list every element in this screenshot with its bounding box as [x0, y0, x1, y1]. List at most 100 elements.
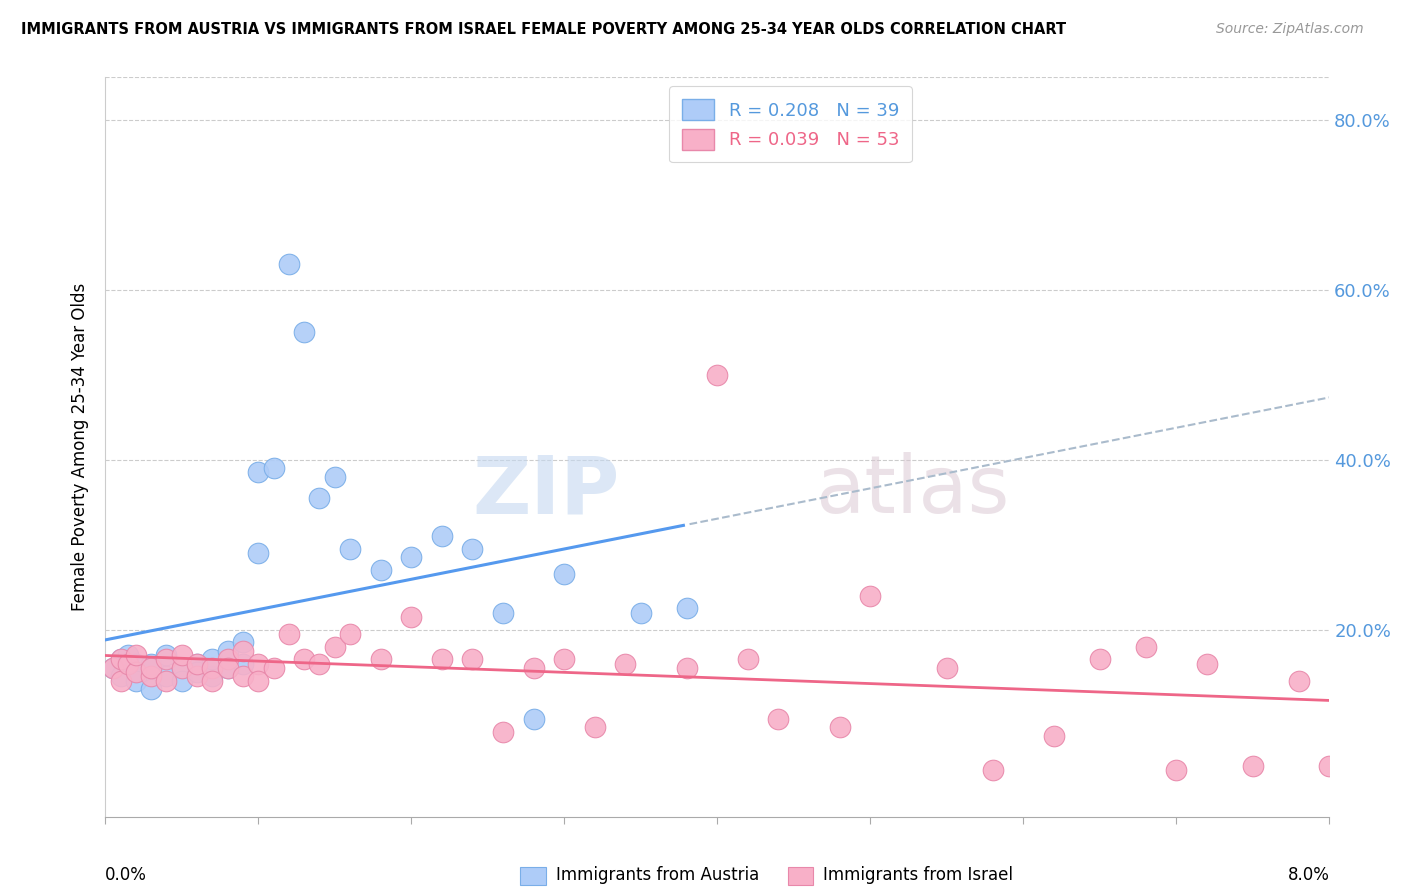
Point [277, 627, 299, 641]
Point [155, 669, 177, 683]
Point [247, 466, 270, 480]
Point [292, 326, 315, 340]
Y-axis label: Female Poverty Among 25-34 Year Olds: Female Poverty Among 25-34 Year Olds [72, 283, 89, 611]
Point [339, 541, 361, 556]
Text: 8.0%: 8.0% [1288, 865, 1329, 884]
Point [935, 661, 957, 675]
Point [1195, 657, 1218, 671]
Point [706, 368, 728, 382]
Point [430, 529, 453, 543]
Point [101, 661, 124, 675]
Point [247, 673, 270, 688]
Point [170, 661, 193, 675]
Text: atlas: atlas [815, 452, 1010, 531]
Text: Immigrants from Israel: Immigrants from Israel [823, 865, 1012, 884]
Point [186, 657, 208, 671]
Text: ZIP: ZIP [472, 452, 619, 531]
Point [492, 606, 515, 620]
Point [553, 652, 575, 666]
Point [201, 669, 224, 683]
Point [139, 661, 162, 675]
Point [370, 652, 392, 666]
Point [292, 652, 315, 666]
Point [339, 627, 361, 641]
Point [263, 661, 285, 675]
Point [630, 606, 652, 620]
Point [859, 589, 882, 603]
Point [583, 720, 606, 734]
Point [155, 673, 177, 688]
Point [277, 257, 299, 271]
Point [117, 648, 139, 662]
Point [110, 673, 132, 688]
Point [737, 652, 759, 666]
Text: IMMIGRANTS FROM AUSTRIA VS IMMIGRANTS FROM ISRAEL FEMALE POVERTY AMONG 25-34 YEA: IMMIGRANTS FROM AUSTRIA VS IMMIGRANTS FR… [21, 22, 1066, 37]
Point [170, 661, 193, 675]
Point [430, 652, 453, 666]
Point [186, 665, 208, 679]
Point [125, 665, 148, 679]
Point [263, 461, 285, 475]
Point [125, 657, 148, 671]
Point [399, 550, 422, 565]
Point [523, 712, 546, 726]
Text: Source: ZipAtlas.com: Source: ZipAtlas.com [1216, 22, 1364, 37]
Point [828, 720, 851, 734]
Point [117, 657, 139, 671]
Point [125, 648, 148, 662]
Point [323, 640, 346, 654]
Point [1166, 763, 1188, 777]
Point [217, 661, 239, 675]
Point [232, 669, 254, 683]
Point [461, 541, 484, 556]
Point [125, 673, 148, 688]
Point [139, 661, 162, 675]
Point [492, 724, 515, 739]
Point [110, 669, 132, 683]
Point [139, 669, 162, 683]
Point [247, 657, 270, 671]
Point [110, 652, 132, 666]
Point [614, 657, 637, 671]
Point [170, 673, 193, 688]
Point [523, 661, 546, 675]
Point [201, 652, 224, 666]
Point [201, 673, 224, 688]
Point [675, 661, 697, 675]
Point [155, 652, 177, 666]
Point [247, 546, 270, 560]
Point [1088, 652, 1111, 666]
Point [232, 644, 254, 658]
Text: 0.0%: 0.0% [105, 865, 148, 884]
Point [110, 652, 132, 666]
Point [1241, 758, 1264, 772]
Text: Immigrants from Austria: Immigrants from Austria [555, 865, 759, 884]
Point [232, 657, 254, 671]
Point [1317, 758, 1340, 772]
Point [323, 469, 346, 483]
Point [1135, 640, 1157, 654]
Point [981, 763, 1004, 777]
Point [675, 601, 697, 615]
Legend: R = 0.208   N = 39, R = 0.039   N = 53: R = 0.208 N = 39, R = 0.039 N = 53 [669, 87, 912, 162]
Point [217, 652, 239, 666]
Point [186, 657, 208, 671]
Point [399, 610, 422, 624]
Point [1043, 729, 1066, 743]
Point [217, 644, 239, 658]
Point [139, 682, 162, 697]
Point [170, 648, 193, 662]
Point [308, 491, 330, 505]
Point [461, 652, 484, 666]
Point [155, 648, 177, 662]
Point [201, 661, 224, 675]
Point [186, 669, 208, 683]
Point [217, 661, 239, 675]
Point [139, 657, 162, 671]
Point [125, 665, 148, 679]
Point [232, 635, 254, 649]
Point [768, 712, 790, 726]
Point [370, 563, 392, 577]
Point [553, 567, 575, 582]
Point [1288, 673, 1310, 688]
